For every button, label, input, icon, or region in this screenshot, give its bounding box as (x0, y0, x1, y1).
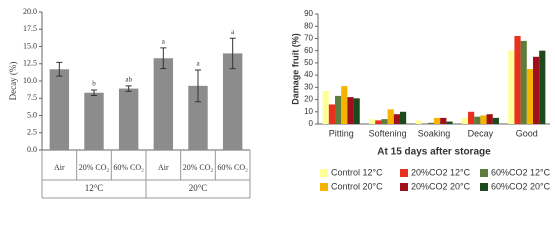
bar (118, 88, 139, 150)
legend-swatch (320, 183, 328, 191)
y-axis-label: Damage fruit (%) (290, 33, 300, 105)
bar (492, 117, 499, 124)
bar (387, 109, 394, 124)
bar (526, 69, 533, 124)
x-tick-label: Air (158, 163, 169, 172)
legend-label: Control 20°C (331, 181, 383, 191)
bar (480, 115, 487, 124)
bar (341, 86, 348, 124)
figure: 0.0 2.5 5.0 7.5 10.0 12.5 15.0 17.5 20.0 Decay (%… (8, 7, 551, 199)
x-tick-label: Softening (369, 128, 407, 138)
bar (514, 36, 521, 124)
x-tick-label: 20% CO₂ (183, 163, 214, 172)
bar (393, 114, 400, 124)
bar (353, 98, 360, 124)
x-tick-label: Good (516, 128, 538, 138)
bar (474, 116, 481, 124)
error-bar (229, 37, 236, 70)
x-tick-label: 60% CO₂ (217, 163, 248, 172)
bar (153, 58, 174, 151)
y-tick-label: 5.0 (27, 110, 37, 119)
y-tick-label: 0.0 (27, 145, 37, 154)
x-tick-label: Decay (468, 128, 494, 138)
legend-swatch (480, 183, 488, 191)
y-tick-label: 2.5 (27, 128, 37, 137)
bar (188, 85, 208, 150)
bar (440, 117, 447, 124)
significance-letter: ab (125, 75, 132, 83)
legend-swatch (480, 169, 488, 177)
bar (532, 56, 540, 124)
y-tick-label: 20 (304, 95, 313, 104)
y-tick-label: 80 (304, 21, 313, 30)
error-bar (195, 69, 201, 103)
bar (539, 50, 546, 124)
legend-label: 20%CO2 12°C (411, 167, 471, 177)
significance-letter: a (231, 28, 235, 36)
legend-swatch (320, 169, 328, 177)
y-tick-label: 70 (304, 34, 313, 43)
bar (461, 117, 469, 124)
bar (328, 104, 336, 124)
y-tick-label: 0 (309, 119, 314, 128)
bar (520, 40, 527, 125)
group-label: 12°C (85, 183, 104, 193)
legend-label: 60%CO2 20°C (491, 181, 551, 191)
bar (446, 121, 453, 124)
bar (427, 122, 434, 124)
bar (84, 92, 104, 150)
x-tick-label: 60% CO₂ (113, 163, 144, 172)
bar (508, 50, 515, 124)
significance-letter: a (162, 37, 166, 45)
bar (468, 111, 475, 124)
error-bar (160, 47, 167, 70)
y-tick-label: 90 (304, 9, 313, 18)
significance-letter: a (196, 60, 200, 68)
legend-label: 60%CO2 12°C (491, 167, 551, 177)
bar (347, 97, 354, 124)
error-bar (125, 85, 132, 92)
x-tick-label: 20% CO₂ (79, 163, 110, 172)
x-axis-label: At 15 days after storage (377, 147, 491, 158)
bar (415, 120, 422, 124)
x-tick-label: Pitting (329, 128, 354, 138)
bar (222, 53, 243, 150)
y-tick-label: 17.5 (23, 24, 37, 33)
y-tick-label: 12.5 (23, 59, 37, 68)
y-tick-label: 10 (304, 107, 313, 116)
y-tick-label: 10.0 (23, 76, 37, 85)
bar (399, 111, 407, 124)
bar (335, 95, 342, 124)
y-tick-label: 20.0 (23, 7, 37, 16)
x-tick-label: Soaking (418, 128, 451, 138)
bar (49, 69, 70, 150)
group-label: 20°C (189, 183, 208, 193)
bar (381, 119, 388, 124)
legend-swatch (400, 169, 408, 177)
y-tick-label: 60 (304, 46, 313, 55)
y-tick-label: 15.0 (23, 41, 37, 50)
significance-letter: b (92, 80, 96, 88)
bar (486, 114, 493, 124)
y-tick-label: 50 (304, 58, 313, 67)
bar (434, 117, 441, 124)
y-tick-label: 40 (304, 70, 313, 79)
legend-label: 20%CO2 20°C (411, 181, 471, 191)
legend-swatch (400, 183, 408, 191)
error-bar (56, 61, 63, 77)
y-tick-label: 7.5 (27, 93, 37, 102)
y-tick-label: 30 (304, 82, 313, 91)
legend-label: Control 12°C (331, 167, 383, 177)
x-tick-label: Air (54, 163, 65, 172)
bar (375, 120, 382, 124)
error-bar (91, 89, 97, 96)
bar (369, 119, 376, 124)
y-axis-label: Decay (%) (8, 62, 18, 101)
bar (322, 91, 329, 124)
